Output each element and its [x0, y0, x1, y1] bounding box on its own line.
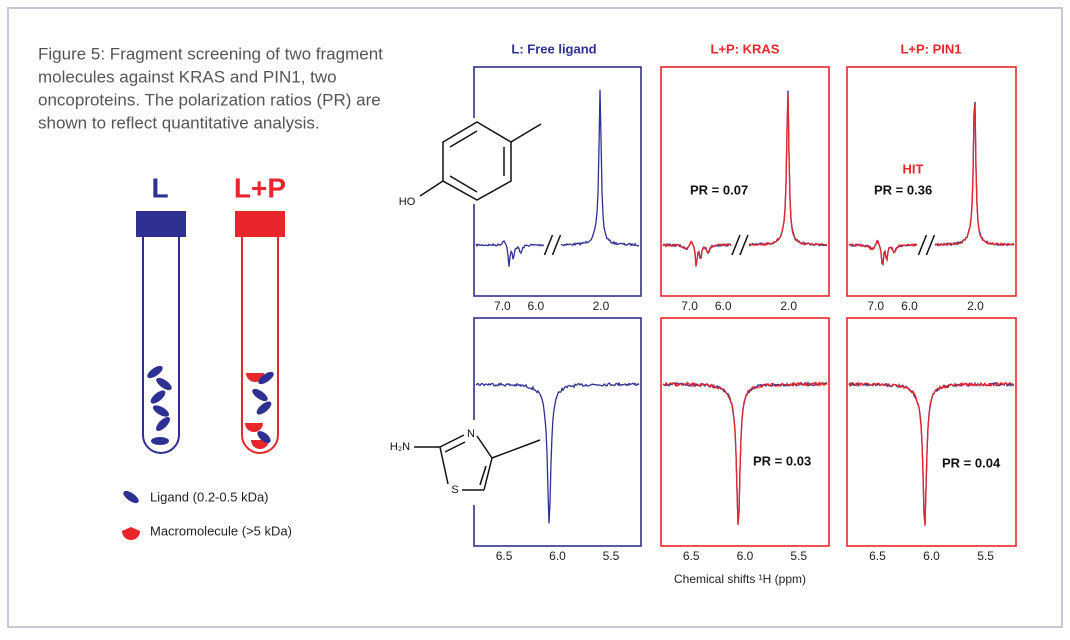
- tube-label: L: [151, 172, 168, 203]
- column-title: L+P: KRAS: [711, 41, 780, 56]
- tick-label: 6.0: [527, 299, 544, 313]
- tube-cap: [235, 211, 285, 237]
- molecule-cresol: [419, 118, 542, 204]
- tick-label: 2.0: [967, 299, 984, 313]
- atom-label: H₂N: [390, 441, 410, 453]
- axis-break: [739, 234, 749, 256]
- caption-line: Figure 5: Fragment screening of two frag…: [38, 44, 383, 63]
- spectrum-trace: [475, 381, 640, 524]
- spectrum-panel: [846, 317, 1017, 547]
- tube-cap: [136, 211, 186, 237]
- tick-label: 5.5: [790, 549, 807, 563]
- pr-label: PR = 0.04: [942, 455, 1001, 470]
- tick-label: 6.0: [715, 299, 732, 313]
- tube-label: L+P: [234, 172, 286, 203]
- axis-break: [543, 234, 554, 256]
- axis-break: [731, 234, 741, 256]
- tick-label: 2.0: [593, 299, 610, 313]
- spectrum-trace: [848, 381, 1014, 526]
- tick-label: 6.5: [683, 549, 700, 563]
- spectrum-panel: [660, 317, 830, 547]
- column-title: L+P: PIN1: [900, 41, 961, 56]
- molecule-aminothiazole: [410, 420, 541, 505]
- spectra: 7.0 6.0 2.0 6.5 6.0 5.5 7.0 6.0 2.0 6.5 6.0 5.5 7.0 6…: [473, 66, 1017, 563]
- legend-label: Macromolecule (>5 kDa): [150, 523, 292, 538]
- ligands: [147, 365, 172, 445]
- caption-line: molecules against KRAS and PIN1, two: [38, 67, 337, 86]
- pr-label: PR = 0.36: [874, 182, 932, 197]
- spectrum-panel: [660, 66, 830, 297]
- tick-label: 6.0: [737, 549, 754, 563]
- tick-label: 5.5: [603, 549, 620, 563]
- spectrum-trace: [475, 89, 640, 267]
- spectrum-trace: [662, 94, 828, 267]
- legend-label: Ligand (0.2-0.5 kDa): [150, 489, 269, 504]
- axis-break: [917, 234, 928, 256]
- spectrum-trace: [662, 380, 828, 526]
- pr-label: PR = 0.07: [690, 182, 748, 197]
- tube: [142, 237, 180, 454]
- tick-label: 6.0: [923, 549, 940, 563]
- tick-label: 6.0: [901, 299, 918, 313]
- legend-icon: [122, 527, 140, 540]
- tick-label: 6.5: [869, 549, 886, 563]
- tick-label: 7.0: [494, 299, 511, 313]
- spectrum-panel: [846, 66, 1017, 297]
- axis-break: [925, 234, 936, 256]
- pr-label: PR = 0.03: [753, 453, 811, 468]
- caption-line: oncoproteins. The polarization ratios (P…: [38, 90, 381, 109]
- tick-label: 7.0: [867, 299, 884, 313]
- tick-label: 7.0: [681, 299, 698, 313]
- atom-label: S: [451, 484, 458, 496]
- complexes: [245, 371, 274, 449]
- axis-break: [551, 234, 562, 256]
- axis-label: Chemical shifts ¹H (ppm): [674, 572, 806, 586]
- legend-icon: [123, 490, 139, 504]
- tick-label: 6.0: [549, 549, 566, 563]
- tick-label: 5.5: [977, 549, 994, 563]
- spectrum-trace: [848, 104, 1015, 265]
- atom-label: N: [467, 428, 475, 440]
- tube: [241, 237, 279, 454]
- tick-label: 6.5: [496, 549, 513, 563]
- hit-label: HIT: [903, 161, 924, 176]
- tick-label: 2.0: [780, 299, 797, 313]
- caption-line: shown to reflect quantitative analysis.: [38, 113, 320, 132]
- atom-label: HO: [399, 196, 416, 208]
- column-title: L: Free ligand: [511, 41, 596, 56]
